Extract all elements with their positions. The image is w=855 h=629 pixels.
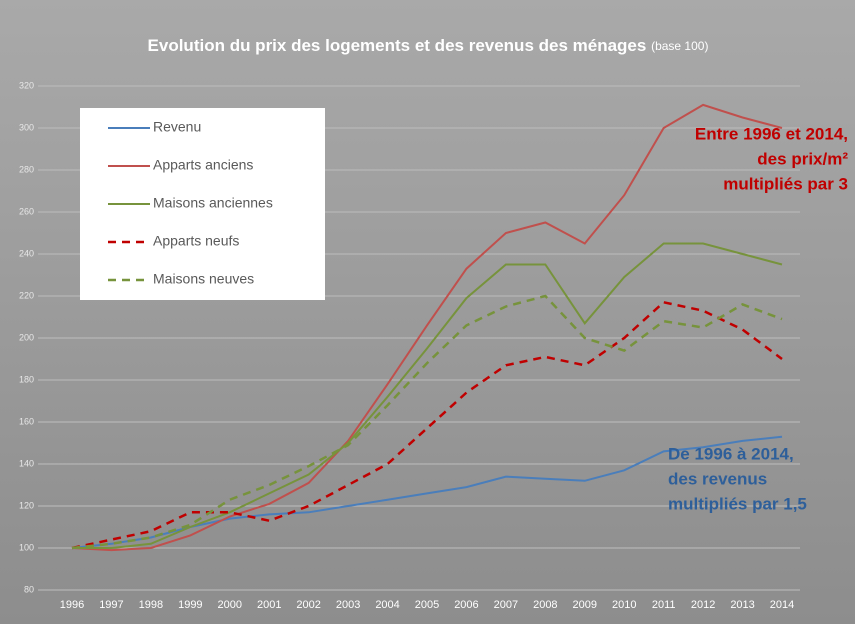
x-tick-label: 2007 <box>494 599 518 611</box>
x-tick-label: 2010 <box>612 599 636 611</box>
x-tick-label: 2005 <box>415 599 439 611</box>
x-tick-label: 2009 <box>573 599 597 611</box>
y-tick-label: 120 <box>19 500 34 510</box>
x-tick-label: 2012 <box>691 599 715 611</box>
y-tick-label: 240 <box>19 248 34 258</box>
y-tick-label: 160 <box>19 416 34 426</box>
x-tick-label: 2006 <box>454 599 478 611</box>
series-line <box>72 242 783 549</box>
annotation: multipliés par 3 <box>723 174 848 193</box>
series-line <box>71 103 783 552</box>
y-tick-label: 220 <box>19 290 34 300</box>
x-tick-label: 2002 <box>296 599 320 611</box>
y-tick-label: 320 <box>19 80 34 90</box>
annotation: des revenus <box>668 469 767 488</box>
x-tick-label: 2001 <box>257 599 281 611</box>
y-tick-label: 300 <box>19 122 34 132</box>
x-tick-label: 2008 <box>533 599 557 611</box>
x-tick-label: 1997 <box>99 599 123 611</box>
y-tick-label: 260 <box>19 206 34 216</box>
y-tick-label: 280 <box>19 164 34 174</box>
x-tick-label: 2014 <box>770 599 794 611</box>
legend-label: Maisons anciennes <box>153 195 273 211</box>
x-tick-label: 2011 <box>652 599 676 611</box>
legend-label: Maisons neuves <box>153 271 254 287</box>
x-tick-label: 1999 <box>178 599 202 611</box>
legend-label: Revenu <box>153 119 201 135</box>
series-line <box>71 294 783 550</box>
legend-label: Apparts neufs <box>153 233 239 249</box>
y-tick-label: 200 <box>19 332 34 342</box>
annotation: Entre 1996 et 2014, <box>695 124 848 143</box>
y-tick-label: 140 <box>19 458 34 468</box>
x-tick-label: 1996 <box>60 599 84 611</box>
x-tick-label: 2003 <box>336 599 360 611</box>
legend-label: Apparts anciens <box>153 157 253 173</box>
y-tick-label: 100 <box>19 542 34 552</box>
x-tick-label: 2000 <box>218 599 242 611</box>
chart-subtitle: (base 100) <box>651 39 708 53</box>
y-tick-label: 80 <box>24 584 34 594</box>
annotation: De 1996 à 2014, <box>668 444 794 463</box>
annotation: des prix/m² <box>757 149 848 168</box>
chart-title: Evolution du prix des logements et des r… <box>148 36 647 55</box>
y-tick-label: 180 <box>19 374 34 384</box>
chart-title-group: Evolution du prix des logements et des r… <box>148 36 709 55</box>
x-tick-label: 2013 <box>730 599 754 611</box>
annotation: multipliés par 1,5 <box>668 494 807 513</box>
x-tick-label: 2004 <box>375 599 399 611</box>
x-tick-label: 1998 <box>139 599 163 611</box>
